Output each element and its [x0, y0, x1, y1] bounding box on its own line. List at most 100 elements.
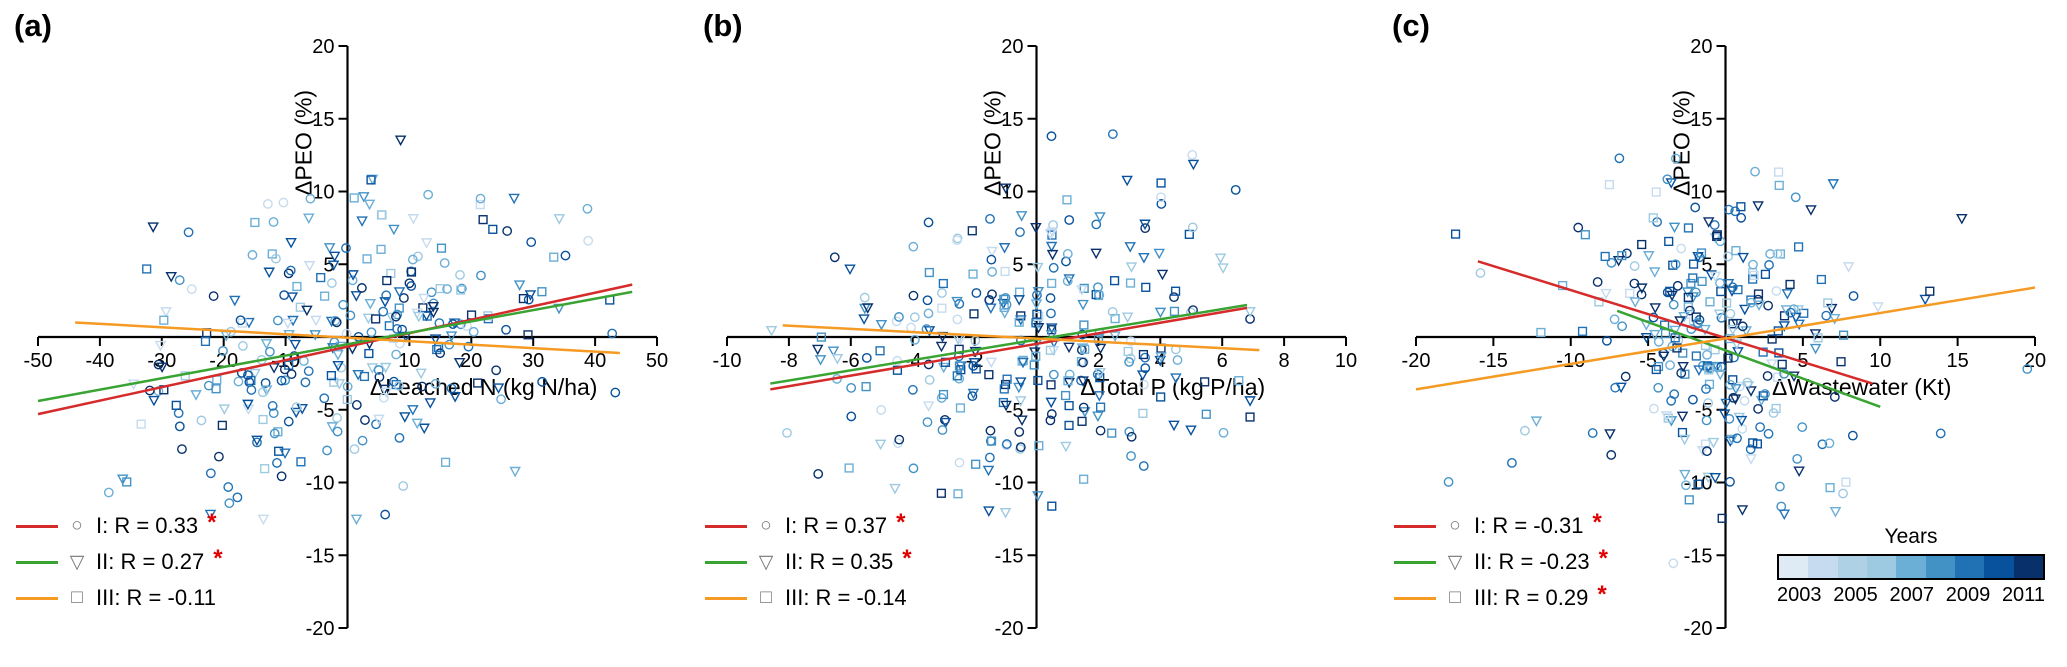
legend-marker-triangle-icon: ▽: [758, 551, 774, 573]
significance-asterisk: *: [207, 509, 217, 536]
significance-asterisk: *: [902, 545, 912, 572]
trend-line-III: [75, 321, 620, 355]
legend-item: □ III: R = -0.14: [705, 585, 916, 611]
colorbar-tick: 2011: [2001, 584, 2045, 606]
svg-text:-15: -15: [995, 545, 1024, 567]
svg-text:10: 10: [1690, 182, 1712, 204]
y-axis-label: ΔPEO (%): [1669, 90, 1695, 196]
legend-line-sample: [16, 596, 58, 600]
svg-text:20: 20: [2024, 350, 2046, 372]
significance-asterisk: *: [1592, 509, 1602, 536]
colorbar-tick: 2009: [1945, 584, 1991, 606]
x-axis-label: ΔLeached N (kg N/ha): [370, 374, 598, 400]
scatter-points: [103, 135, 621, 526]
legend-item: ▽ II: R = -0.23 *: [1394, 545, 1608, 575]
svg-text:10: 10: [1001, 182, 1023, 204]
legend-b: ○ I: R = 0.37 * ▽ II: R = 0.35 * □ III: …: [705, 511, 916, 611]
svg-text:-20: -20: [995, 618, 1024, 640]
scatter-points: [1443, 153, 2033, 569]
svg-text:-40: -40: [85, 350, 114, 372]
svg-text:-20: -20: [1402, 350, 1431, 372]
legend-line-sample: [16, 524, 58, 528]
legend-marker-circle-icon: ○: [760, 515, 772, 536]
legend-c: ○ I: R = -0.31 * ▽ II: R = -0.23 * □ III…: [1394, 509, 1608, 611]
svg-text:-10: -10: [713, 350, 742, 372]
trend-line-III: [782, 324, 1260, 352]
svg-text:10: 10: [398, 350, 420, 372]
legend-line-sample: [1394, 596, 1436, 600]
trend-lines: [1415, 260, 2036, 409]
svg-text:15: 15: [1690, 109, 1712, 131]
svg-text:-15: -15: [306, 545, 335, 567]
legend-item: ○ I: R = -0.31 *: [1394, 509, 1608, 539]
trend-line-I: [37, 283, 633, 416]
svg-text:5: 5: [1701, 254, 1712, 276]
svg-text:-10: -10: [306, 473, 335, 495]
axes: [727, 46, 1346, 628]
svg-text:-8: -8: [780, 350, 798, 372]
legend-label: I: R = -0.31: [1474, 513, 1584, 538]
panel-b: (b) -20 -15 -10 -5 5 10 15 20 -10 -8 -6 -4 -2 2 4 6 8 10 Δ…: [689, 0, 1378, 667]
trend-line-I: [770, 306, 1248, 391]
colorbar-segment: [1779, 556, 1809, 578]
y-axis-label: ΔPEO (%): [291, 90, 317, 196]
significance-asterisk: *: [1598, 545, 1608, 572]
colorbar-gradient: [1777, 554, 2045, 580]
svg-text:-15: -15: [1684, 545, 1713, 567]
colorbar-segment: [2013, 556, 2043, 578]
svg-text:15: 15: [312, 109, 334, 131]
svg-text:5: 5: [1012, 254, 1023, 276]
legend-label: II: R = 0.35: [785, 549, 894, 574]
svg-text:-20: -20: [306, 618, 335, 640]
significance-asterisk: *: [213, 545, 223, 572]
svg-text:8: 8: [1279, 350, 1290, 372]
legend-marker-triangle-icon: ▽: [1447, 551, 1463, 573]
trend-line-II: [37, 290, 633, 403]
legend-marker-circle-icon: ○: [71, 515, 83, 536]
colorbar-tick: 2005: [1833, 584, 1878, 606]
legend-line-sample: [16, 560, 58, 564]
svg-text:-5: -5: [317, 400, 335, 422]
legend-line-sample: [705, 524, 747, 528]
svg-text:5: 5: [323, 254, 334, 276]
colorbar-segment: [1925, 556, 1955, 578]
svg-text:20: 20: [460, 350, 482, 372]
svg-text:30: 30: [522, 350, 544, 372]
svg-text:-10: -10: [995, 473, 1024, 495]
tick-marks: [726, 45, 1347, 629]
colorbar-tick: 2003: [1777, 584, 1822, 606]
panel-c: (c) -20 -15 -10 -5 5 10 15 20 -20 -15 -10 -5 5 10 15 20…: [1378, 0, 2067, 667]
legend-label: II: R = 0.27: [96, 549, 205, 574]
trend-line-II: [770, 303, 1248, 385]
legend-item: ▽ II: R = 0.27 *: [16, 545, 225, 575]
svg-text:2: 2: [1093, 350, 1104, 372]
legend-label: III: R = 0.29: [1474, 585, 1589, 610]
svg-text:20: 20: [1001, 36, 1023, 58]
panel-a-label: (a): [14, 8, 52, 43]
colorbar: Years 2003 2005 2007 2009 2011: [1777, 525, 2045, 607]
legend-label: III: R = -0.11: [96, 585, 217, 610]
tick-marks: [37, 45, 658, 629]
legend-marker-square-icon: □: [760, 587, 772, 608]
svg-text:-6: -6: [842, 350, 860, 372]
svg-text:-10: -10: [1684, 473, 1713, 495]
legend-item: ○ I: R = 0.37 *: [705, 511, 916, 539]
legend-line-sample: [705, 560, 747, 564]
colorbar-segment: [1984, 556, 2014, 578]
svg-text:20: 20: [312, 36, 334, 58]
legend-line-sample: [1394, 560, 1436, 564]
svg-text:-10: -10: [1556, 350, 1585, 372]
trend-lines: [770, 303, 1260, 391]
legend-label: III: R = -0.14: [785, 585, 907, 610]
panel-c-label: (c): [1392, 8, 1430, 43]
svg-text:-50: -50: [24, 350, 53, 372]
svg-text:40: 40: [584, 350, 606, 372]
legend-label: II: R = -0.23: [1474, 549, 1590, 574]
legend-line-sample: [1394, 524, 1436, 528]
colorbar-ticks: 2003 2005 2007 2009 2011: [1777, 584, 2045, 607]
